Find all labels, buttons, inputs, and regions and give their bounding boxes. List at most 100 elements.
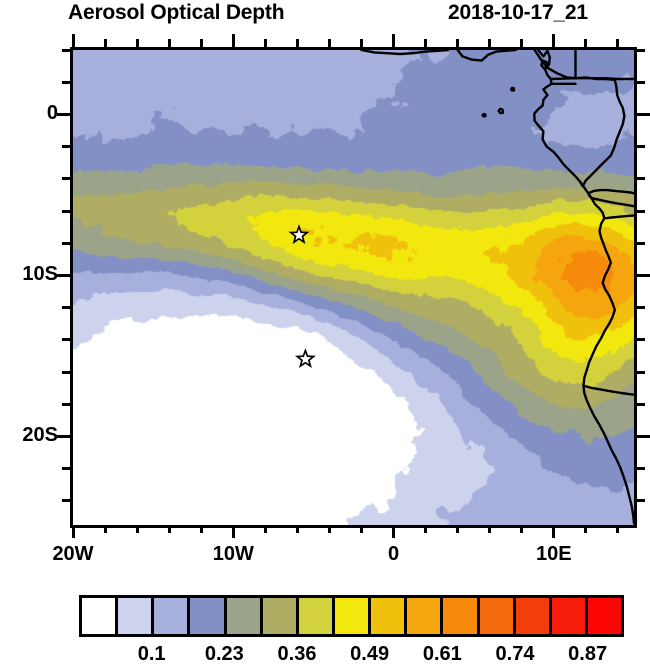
border-angola-namibia [582,384,634,396]
colorbar-tick-label-0_49: 0.49 [350,643,390,665]
x-tick-major [71,525,75,538]
y-tick-right-minor [637,306,645,310]
colorbar-cell-13[interactable] [551,598,588,634]
colorbar-tick-label-0_36: 0.36 [277,643,317,665]
y-tick-right-minor [637,177,645,181]
y-tick-right-minor [637,145,645,149]
y-tick-minor [62,145,70,149]
y-tick-major [57,273,70,277]
island-sao-tome [497,107,505,115]
x-tick-minor [424,525,428,533]
colorbar-cell-14[interactable] [587,598,622,634]
colorbar-cell-2[interactable] [154,598,191,634]
colorbar-cell-0[interactable] [82,598,119,634]
y-tick-right-major [637,434,650,438]
x-tick-minor [135,525,139,533]
colorbar-cell-3[interactable] [190,598,227,634]
y-tick-major [57,434,70,438]
y-tick-right-minor [637,499,645,503]
y-tick-minor [62,306,70,310]
y-tick-right-major [637,273,650,277]
x-tick-minor [360,525,363,533]
x-tick-top-minor [456,39,460,47]
y-tick-right-minor [637,48,645,52]
colorbar-cell-10[interactable] [443,598,480,634]
island-principe [509,86,516,92]
border-gabon-east [574,76,626,188]
y-tick-minor [62,467,70,471]
x-tick-top-minor [263,39,267,47]
y-axis-label-0: 0 [46,102,58,125]
x-tick-minor [584,525,588,533]
x-tick-top-major [231,34,235,47]
colorbar-cell-6[interactable] [298,598,335,634]
colorbar-cell-11[interactable] [479,598,516,634]
x-tick-top-minor [520,39,524,47]
x-axis-label-10w: 10W [212,543,254,565]
x-tick-top-major [552,34,556,47]
colorbar-tick-label-0_87: 0.87 [568,643,608,665]
colorbar[interactable] [79,595,624,637]
x-tick-top-minor [424,39,428,47]
x-tick-minor [263,525,267,533]
colorbar-tick-label-0_74: 0.74 [495,643,535,665]
colorbar-cell-7[interactable] [334,598,372,634]
station-marker-2 [299,352,312,365]
border-cabinda-coast-link [587,192,593,200]
map-plot-panel [70,47,637,528]
colorbar-cell-1[interactable] [118,598,155,634]
x-tick-top-minor [488,39,492,47]
x-tick-top-minor [360,39,363,47]
y-tick-right-minor [637,338,645,342]
y-tick-right-minor [637,370,645,374]
y-tick-right-major [637,112,650,116]
colorbar-cell-8[interactable] [371,598,408,634]
y-tick-right-minor [637,209,645,213]
x-axis-label-20w: 20W [52,543,94,565]
x-tick-top-minor [199,39,203,47]
border-congo-drc [587,188,634,195]
border-equatorial-guinea-north [549,77,577,81]
y-tick-minor [62,338,70,342]
y-tick-right-minor [637,467,645,471]
x-tick-major [392,525,396,538]
x-tick-top-major [71,34,75,47]
y-tick-minor [62,241,70,245]
station-marker-1 [293,228,305,241]
y-axis-label-10s: 10S [22,263,58,286]
x-tick-top-major [392,34,396,47]
y-tick-minor [62,209,70,213]
y-tick-right-minor [637,80,645,84]
colorbar-cell-12[interactable] [515,598,552,634]
page-title: Aerosol Optical Depth [68,1,285,24]
colorbar-cell-4[interactable] [226,598,263,634]
x-tick-major [231,525,235,538]
x-tick-minor [103,525,107,533]
x-tick-top-minor [103,39,107,47]
coastline-west-africa [456,50,634,525]
x-tick-top-minor [167,39,171,47]
x-tick-top-minor [616,39,620,47]
colorbar-tick-label-0_1: 0.1 [137,643,166,665]
colorbar-tick-label-0_23: 0.23 [204,643,244,665]
coastline-group [360,50,634,525]
timestamp-label: 2018-10-17_21 [448,1,588,24]
border-drc-angola-north [590,196,634,208]
y-tick-minor [62,499,70,503]
border-angola-drc-south [603,214,634,220]
x-tick-top-minor [584,39,588,47]
y-tick-minor [62,177,70,181]
x-tick-minor [327,525,331,533]
colorbar-cell-9[interactable] [407,598,444,634]
x-axis-label-0: 0 [388,543,400,565]
y-tick-minor [62,402,70,406]
colorbar-cell-5[interactable] [262,598,299,634]
y-tick-minor [62,48,70,52]
colorbar-tick-label-0_61: 0.61 [422,643,462,665]
x-tick-minor [488,525,492,533]
x-tick-top-minor [327,39,331,47]
x-tick-minor [167,525,171,533]
y-tick-major [57,112,70,116]
station-marker-group [288,224,316,369]
